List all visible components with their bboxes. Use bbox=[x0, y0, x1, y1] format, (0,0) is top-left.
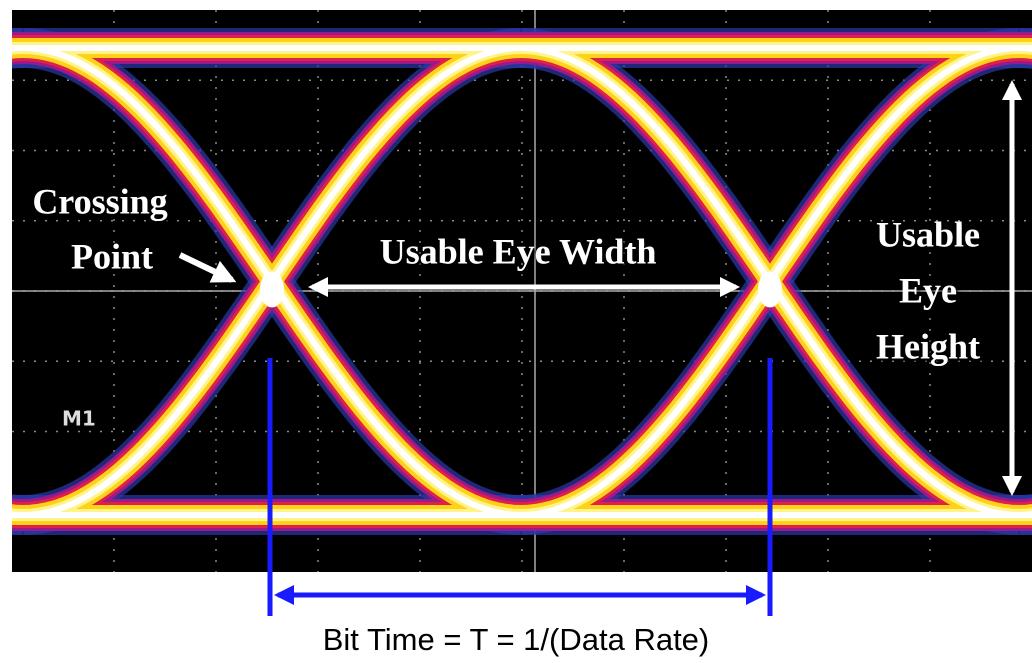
crossing-glow bbox=[758, 272, 782, 308]
crossing-glow bbox=[260, 272, 284, 308]
crossing-label: Crossing bbox=[32, 181, 167, 221]
eye-diagram-figure: M1 Crossing Point Usable Eye Width Usabl… bbox=[0, 0, 1032, 663]
eye-height-label: Height bbox=[876, 326, 980, 366]
eye-height-label: Eye bbox=[899, 270, 957, 310]
crossing-label: Point bbox=[71, 236, 153, 276]
scope-label: M1 bbox=[62, 407, 96, 431]
eye-height-label: Usable bbox=[876, 214, 980, 254]
eye-width-label: Usable Eye Width bbox=[380, 231, 657, 271]
bit-time-label: Bit Time = T = 1/(Data Rate) bbox=[323, 622, 710, 657]
